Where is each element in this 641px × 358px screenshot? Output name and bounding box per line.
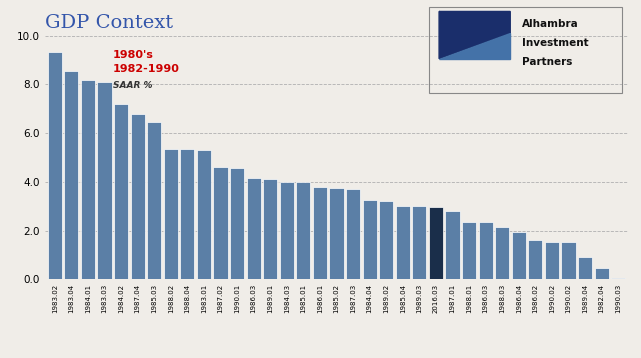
Bar xyxy=(247,178,261,279)
Bar xyxy=(578,257,592,279)
Bar xyxy=(512,232,526,279)
Bar xyxy=(612,278,625,279)
Text: SAAR %: SAAR % xyxy=(113,81,153,90)
Bar xyxy=(48,52,62,279)
Bar xyxy=(147,122,162,279)
Bar xyxy=(131,114,145,279)
Polygon shape xyxy=(439,11,510,33)
Bar xyxy=(363,200,377,279)
Bar xyxy=(97,82,112,279)
Bar xyxy=(545,242,559,279)
Bar xyxy=(445,211,460,279)
Bar xyxy=(163,149,178,279)
Polygon shape xyxy=(439,33,510,59)
Bar xyxy=(595,268,609,279)
Bar xyxy=(279,182,294,279)
Bar xyxy=(263,179,278,279)
Text: 1982-1990: 1982-1990 xyxy=(113,64,179,74)
Bar xyxy=(114,104,128,279)
Text: Alhambra: Alhambra xyxy=(522,19,579,29)
Text: Partners: Partners xyxy=(522,57,572,67)
Polygon shape xyxy=(439,11,510,59)
Bar xyxy=(562,242,576,279)
Bar xyxy=(395,206,410,279)
Bar xyxy=(379,201,394,279)
Bar xyxy=(479,222,493,279)
Bar xyxy=(462,222,476,279)
Text: GDP Context: GDP Context xyxy=(45,14,173,32)
Text: Investment: Investment xyxy=(522,38,588,48)
Bar xyxy=(329,188,344,279)
Text: 1980's: 1980's xyxy=(113,50,154,60)
Bar xyxy=(64,71,78,279)
Bar xyxy=(180,149,194,279)
Bar xyxy=(346,189,360,279)
Bar xyxy=(197,150,211,279)
Bar xyxy=(412,206,426,279)
Bar xyxy=(296,182,310,279)
Bar xyxy=(429,207,443,279)
Bar xyxy=(230,169,244,279)
Bar xyxy=(313,187,327,279)
Bar xyxy=(81,79,95,279)
Bar xyxy=(495,227,510,279)
Bar xyxy=(528,240,542,279)
Bar xyxy=(213,167,228,279)
